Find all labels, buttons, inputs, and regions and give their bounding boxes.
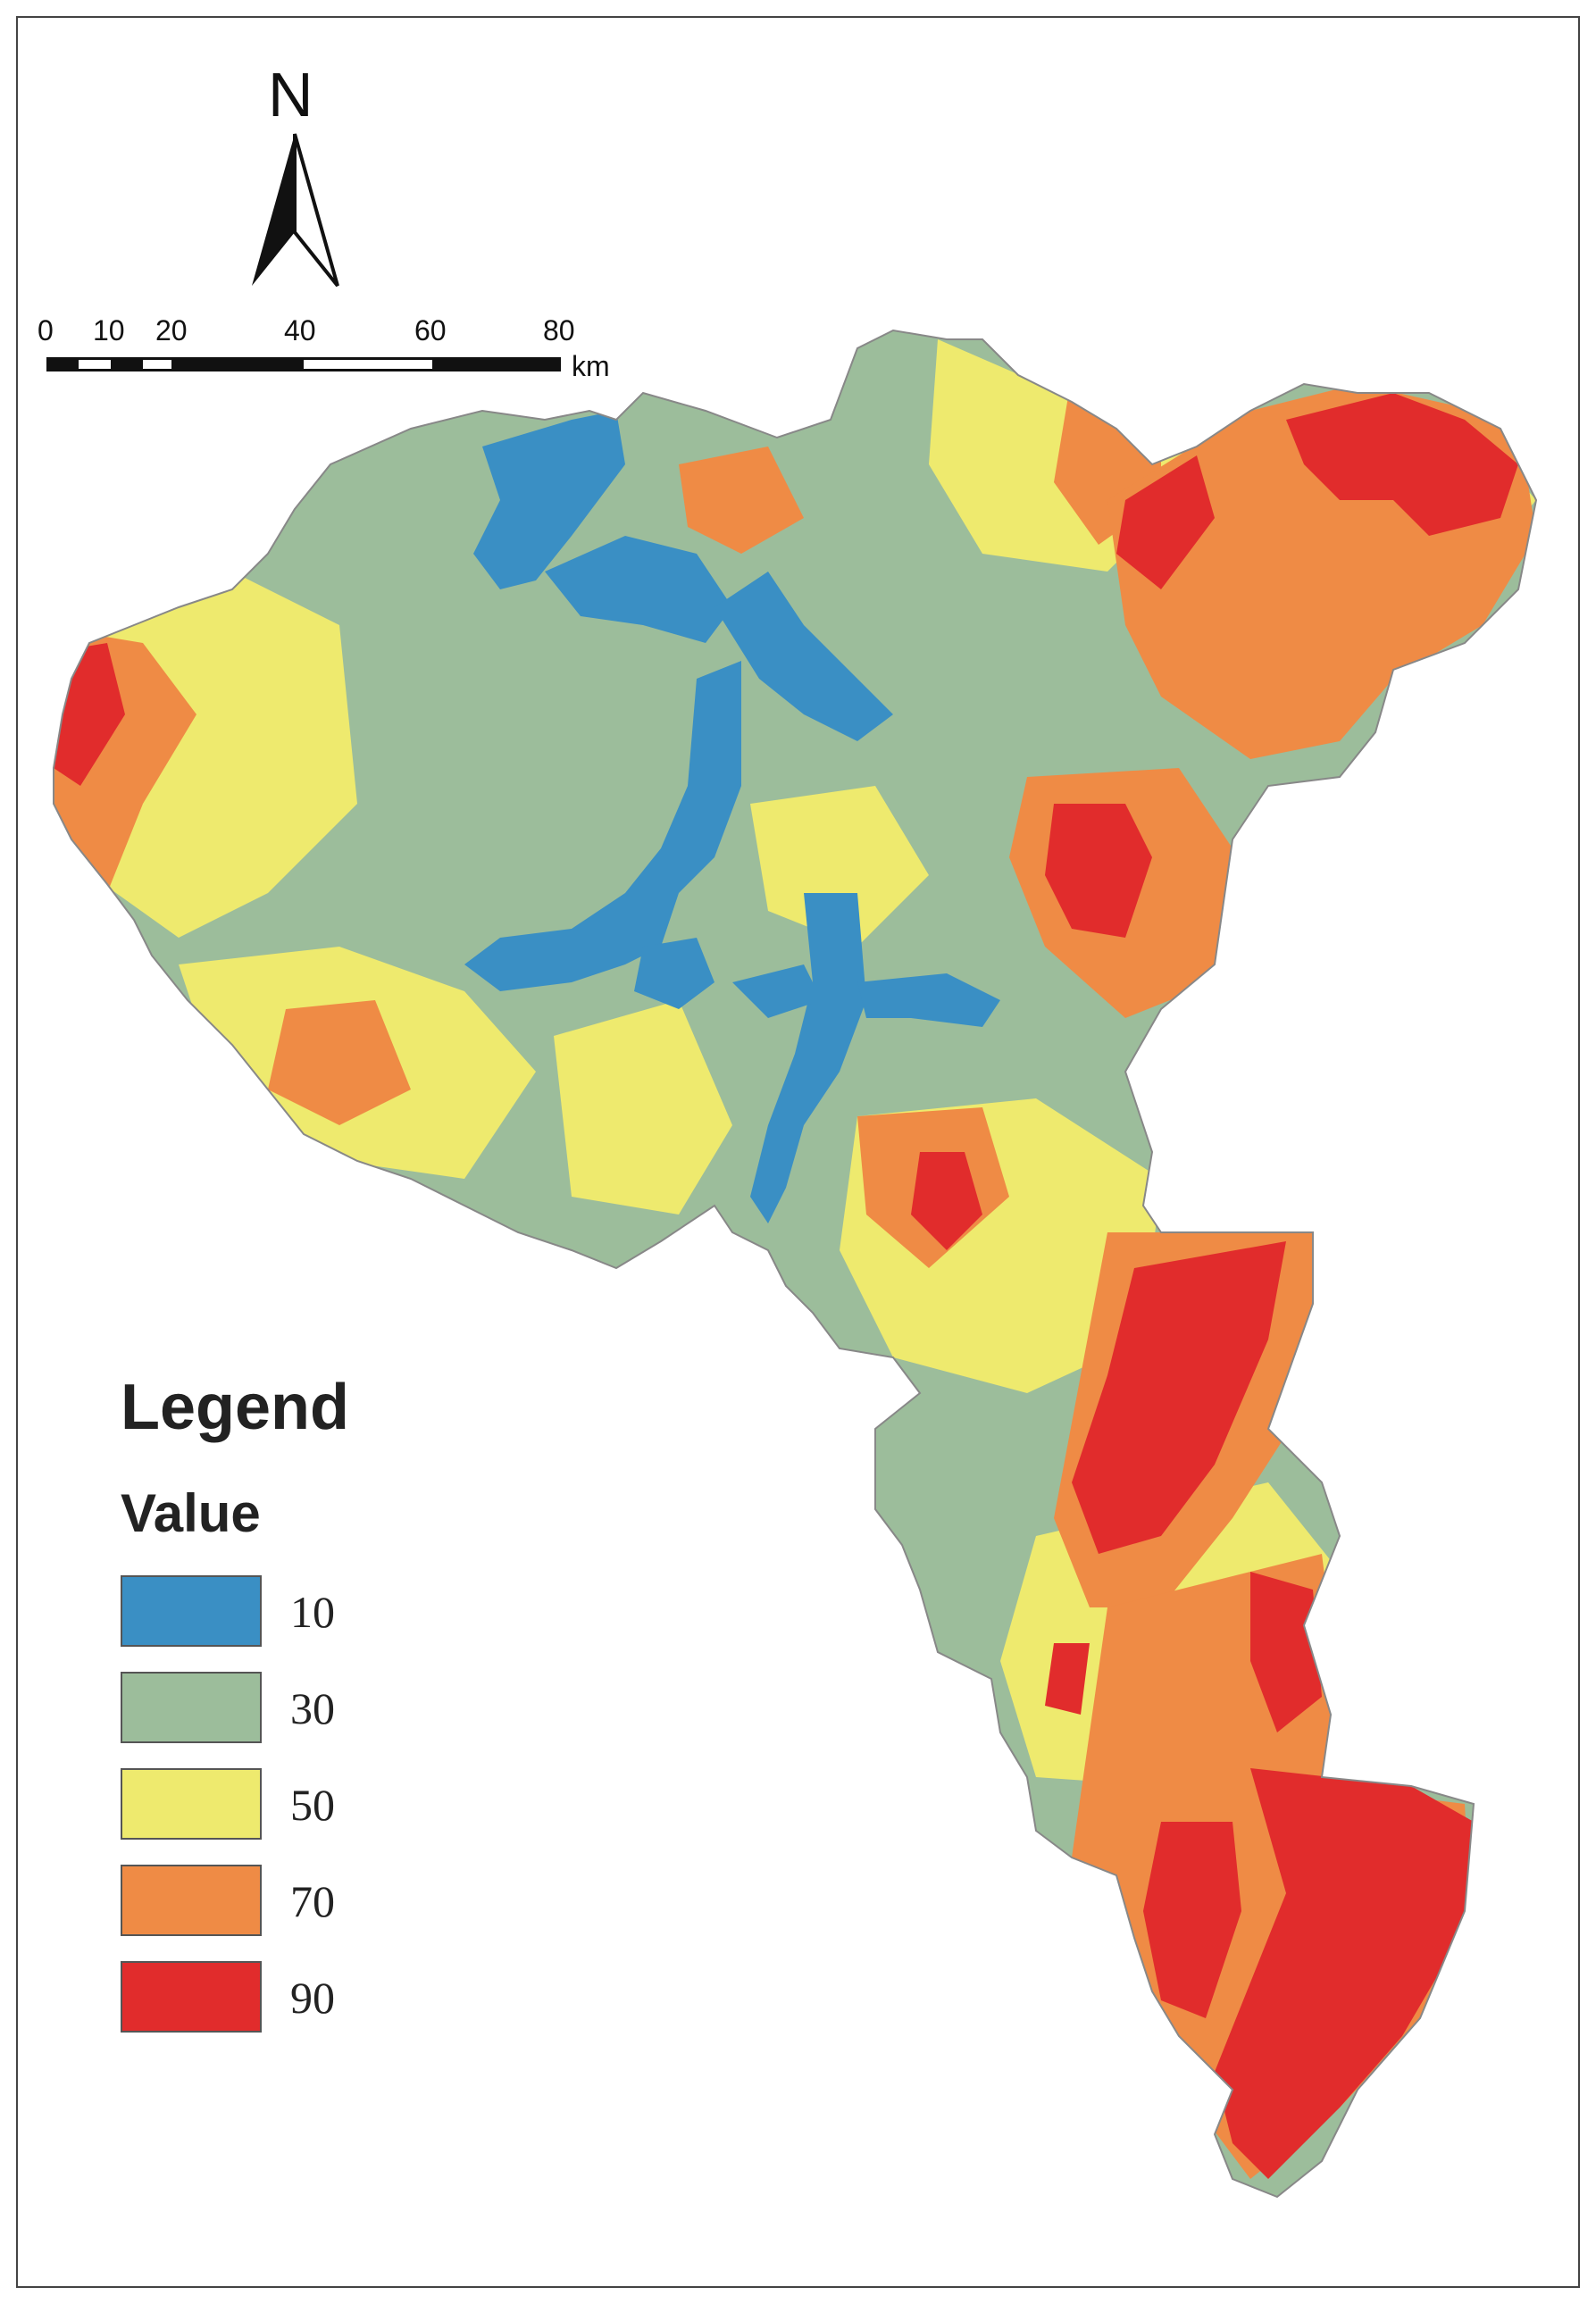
legend-swatch-90 [121, 1961, 262, 2033]
legend-title: Legend [121, 1372, 350, 1443]
region-boundary [53, 329, 1538, 2199]
north-arrow-icon [252, 133, 339, 288]
scale-tick-80: 80 [543, 314, 575, 346]
legend-item-30: 30 [121, 1672, 478, 1743]
legend-swatch-70 [121, 1865, 262, 1936]
scale-tick-40: 40 [284, 314, 316, 346]
scale-unit: km [572, 350, 610, 382]
scale-bar [46, 357, 561, 371]
legend-swatch-30 [121, 1672, 262, 1743]
scale-tick-0: 0 [38, 314, 54, 346]
legend-label-10: 10 [290, 1587, 335, 1637]
legend-item-50: 50 [121, 1768, 478, 1840]
legend-subtitle: Value [121, 1483, 261, 1543]
legend-label-90: 90 [290, 1973, 335, 2023]
scale-tick-10: 10 [93, 314, 125, 346]
scale-tick-60: 60 [414, 314, 447, 346]
legend-item-90: 90 [121, 1961, 478, 2033]
legend-label-70: 70 [290, 1876, 335, 1926]
legend-swatch-10 [121, 1575, 262, 1647]
legend-label-50: 50 [290, 1780, 335, 1830]
legend-swatch-50 [121, 1768, 262, 1840]
legend-item-10: 10 [121, 1575, 478, 1647]
scale-tick-20: 20 [155, 314, 188, 346]
legend-label-30: 30 [290, 1683, 335, 1733]
legend-item-70: 70 [121, 1865, 478, 1936]
north-label: N [268, 60, 313, 129]
